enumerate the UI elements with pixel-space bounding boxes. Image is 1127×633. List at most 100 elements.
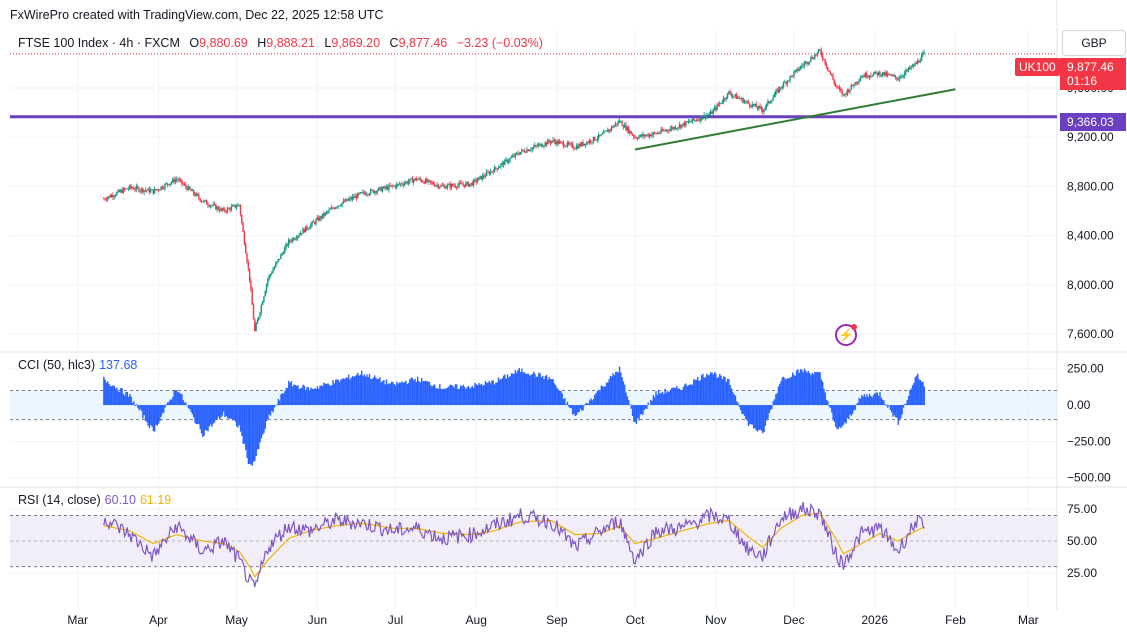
candle-body [732, 95, 734, 97]
candle-body [308, 227, 311, 229]
rsi-title[interactable]: RSI (14, close) [18, 493, 101, 507]
cci-bar [476, 385, 479, 406]
cci-bar [173, 390, 175, 406]
cci-bar [741, 405, 743, 414]
cci-bar [713, 371, 716, 406]
cci-bar [647, 402, 649, 406]
cci-bar [242, 405, 244, 444]
cci-bar [660, 392, 662, 406]
cci-bar [316, 386, 319, 406]
cci-bar [747, 405, 750, 427]
candle-body [692, 118, 695, 121]
cci-pane[interactable] [103, 366, 925, 466]
cci-bar [134, 405, 136, 407]
cci-bar [590, 398, 592, 406]
candle-body [420, 179, 423, 182]
cci-bar [683, 384, 686, 406]
cci-bar [831, 405, 833, 413]
candle-body [678, 124, 681, 128]
cci-bar [689, 384, 691, 406]
candle-body [143, 190, 145, 193]
candle-body [157, 189, 160, 191]
candle-body [147, 188, 149, 191]
candle-body [527, 149, 529, 152]
cci-bar [807, 370, 810, 406]
candle-body [806, 61, 808, 64]
cci-bar [293, 384, 295, 406]
candle-body [896, 77, 898, 80]
candle-body [528, 150, 531, 152]
cci-bar [802, 372, 804, 406]
cci-bar [459, 385, 462, 406]
candle-body [139, 190, 141, 192]
symbol-label[interactable]: FTSE 100 Index · 4h · FXCM [18, 36, 180, 50]
candle-body [304, 226, 307, 233]
candle-body [872, 73, 875, 77]
price-axis[interactable]: 9,600.009,200.008,800.008,400.008,000.00… [1067, 81, 1114, 580]
candle-body [403, 183, 406, 186]
candle-body [290, 241, 292, 242]
candle-body [440, 185, 442, 187]
candle-body [883, 72, 885, 76]
cci-bar [532, 371, 535, 406]
candle-body [756, 107, 759, 109]
cci-bar [784, 378, 786, 406]
cci-bar [605, 382, 608, 406]
currency-button[interactable]: GBP [1062, 30, 1126, 56]
symbol-legend: FTSE 100 Index · 4h · FXCM O9,880.69 H9,… [18, 36, 543, 50]
cci-bar [631, 405, 634, 417]
rsi-pane[interactable] [103, 501, 925, 588]
cci-bar [551, 379, 553, 406]
cci-bar [788, 378, 790, 406]
candle-body [909, 67, 911, 69]
cci-bar [756, 405, 759, 432]
cci-bar [840, 405, 842, 429]
candle-body [459, 182, 462, 184]
candle-body [267, 278, 269, 285]
cci-bar [777, 386, 780, 406]
cci-title[interactable]: CCI (50, hlc3) [18, 358, 96, 372]
time-tick-label: Jul [388, 613, 403, 627]
cci-bar [298, 388, 300, 406]
candle-body [337, 205, 339, 208]
candle-body [478, 177, 480, 181]
cci-bar [237, 405, 239, 428]
candle-body [105, 199, 108, 201]
candle-body [306, 226, 308, 230]
watermark-header: FxWirePro created with TradingView.com, … [10, 8, 384, 22]
cci-bar [308, 390, 311, 406]
candle-body [222, 208, 225, 210]
cci-bar [410, 377, 412, 406]
cci-bar [144, 405, 147, 421]
price-pane[interactable] [10, 47, 1057, 332]
candle-body [646, 134, 648, 136]
cci-bar [681, 390, 683, 406]
cci-bar [405, 380, 407, 406]
cci-bar [172, 396, 174, 406]
candle-body [497, 167, 500, 170]
cci-bar [331, 385, 333, 406]
candle-body [741, 98, 743, 100]
candle-body [480, 176, 483, 180]
cci-bar [406, 383, 408, 406]
candle-body [574, 148, 576, 150]
candle-body [595, 139, 597, 141]
cci-bar [415, 381, 418, 406]
candle-body [821, 55, 824, 59]
time-axis[interactable]: Mar Apr May Jun Jul Aug Sep Oct Nov Dec 2026 Feb Mar [67, 613, 1038, 627]
lightning-icon[interactable]: ⚡ [835, 324, 857, 346]
candle-body [264, 291, 266, 297]
candle-body [472, 179, 475, 186]
cci-bar [225, 405, 227, 417]
cci-bar [901, 405, 903, 415]
cci-bar [715, 373, 717, 406]
candle-body [489, 171, 492, 175]
candle-body [794, 70, 796, 73]
candle-body [166, 183, 169, 185]
candle-body [191, 190, 194, 192]
candle-body [652, 132, 655, 135]
candle-body [265, 284, 268, 292]
cci-bar [845, 405, 847, 424]
cci-bar [294, 384, 296, 406]
candle-body [903, 72, 906, 76]
